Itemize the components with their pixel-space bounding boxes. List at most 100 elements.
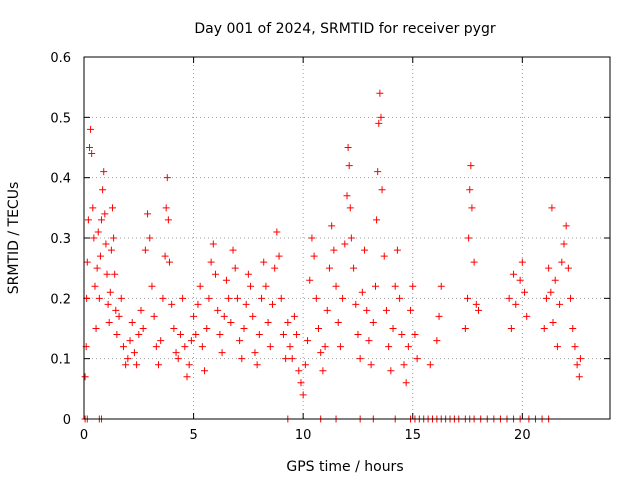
data-point [312,294,320,302]
y-tick-label: 0.2 [50,292,71,307]
x-tick-label: 5 [189,428,197,443]
data-point [332,282,340,290]
data-point [181,343,189,351]
data-point [573,361,581,369]
data-point [352,300,360,308]
data-point [227,318,235,326]
data-point [150,312,158,320]
data-point [339,294,347,302]
data-point [325,264,333,272]
data-point [306,276,314,284]
axis-tick-labels: 0 5 10 15 20 0 0.1 0.2 0.3 0.4 0.5 0.6 [50,51,530,443]
data-point [576,355,584,363]
data-point [146,234,154,242]
data-point [553,343,561,351]
data-point [183,373,191,381]
data-point [102,240,110,248]
data-point [133,361,141,369]
data-point [398,331,406,339]
data-point [113,331,121,339]
data-point [334,318,342,326]
data-point [110,234,118,242]
data-point [467,162,475,170]
data-point [369,318,377,326]
data-point [159,294,167,302]
data-point [244,270,252,278]
data-point [560,240,568,248]
data-point [96,252,104,260]
data-point [279,331,287,339]
data-point [111,270,119,278]
data-point [255,331,263,339]
data-point [465,234,473,242]
x-tick-label: 10 [295,428,312,443]
data-point [341,240,349,248]
data-point [321,343,329,351]
data-point [391,282,399,290]
data-point [470,258,478,266]
data-point [106,288,114,296]
data-point [84,216,92,224]
data-point [196,282,204,290]
data-point [282,355,290,363]
data-point [475,306,482,314]
data-point [130,349,138,357]
data-point [378,186,386,194]
data-point [105,318,113,326]
data-point [194,300,202,308]
data-point [119,343,127,351]
data-point [293,331,301,339]
data-point [260,258,268,266]
data-point [356,355,364,363]
data-point [163,174,171,182]
data-point [240,325,248,332]
data-point [284,318,292,326]
data-point [185,361,193,369]
y-tick-label: 0.4 [50,172,71,187]
data-point [253,361,261,369]
data-point [91,282,99,290]
data-point [157,337,165,345]
data-point [247,282,255,290]
data-point [87,125,95,133]
x-tick-label: 0 [80,428,88,443]
data-point [382,306,390,314]
data-point [540,325,548,332]
data-point [271,264,279,272]
data-point [377,113,385,121]
data-point [209,240,217,248]
data-point [407,306,415,314]
data-point [172,349,180,357]
data-point [549,318,557,326]
data-point [317,349,325,357]
data-point [135,331,143,339]
data-point [266,343,274,351]
data-point [404,343,412,351]
data-point [308,234,316,242]
data-point [161,252,169,260]
data-point [242,300,250,308]
data-point [556,300,564,308]
data-point [99,186,107,194]
data-point [350,264,358,272]
data-point [93,264,101,272]
data-point [396,294,404,302]
data-point [198,343,206,351]
data-point [214,306,222,314]
data-point [251,349,259,357]
data-point [164,216,172,224]
data-point [330,246,338,254]
data-point [95,294,103,302]
data-point [575,373,583,381]
data-point [336,343,344,351]
data-point [115,312,123,320]
data-point [201,367,209,375]
data-point [152,343,160,351]
data-point [400,361,408,369]
data-point [220,312,228,320]
data-point [373,216,381,224]
data-point [264,318,272,326]
data-point [225,294,233,302]
x-tick-label: 20 [514,428,531,443]
data-point [273,228,281,236]
